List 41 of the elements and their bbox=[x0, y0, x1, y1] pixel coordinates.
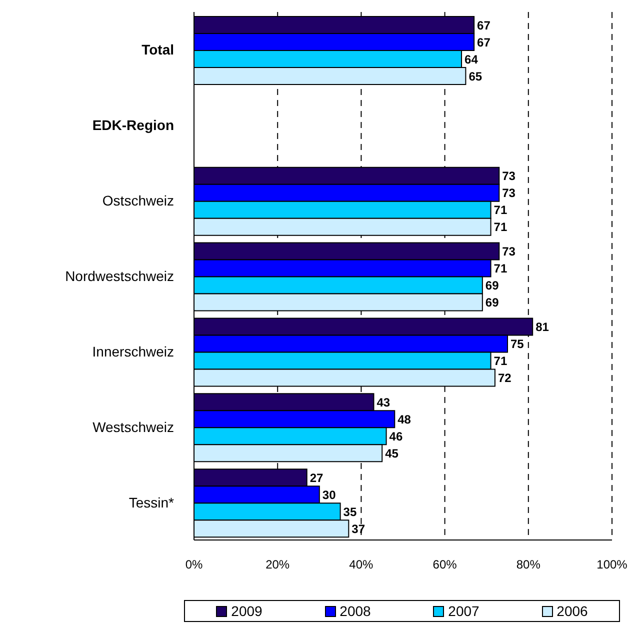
y-tick-label: Ostschweiz bbox=[102, 192, 174, 209]
x-tick-label: 100% bbox=[596, 558, 628, 572]
legend-label: 2009 bbox=[230, 603, 262, 619]
data-label: 71 bbox=[494, 262, 508, 276]
x-tick-label: 80% bbox=[516, 558, 541, 572]
y-tick-label: Westschweiz bbox=[92, 418, 174, 435]
data-label: 67 bbox=[477, 18, 491, 32]
data-label: 67 bbox=[477, 35, 491, 50]
y-tick-label: Innerschweiz bbox=[92, 343, 174, 360]
data-label: 81 bbox=[536, 320, 550, 334]
x-tick-label: 20% bbox=[266, 558, 290, 572]
data-label: 73 bbox=[502, 244, 516, 259]
data-label: 45 bbox=[385, 446, 399, 460]
y-tick-label: EDK-Region bbox=[92, 117, 174, 134]
legend-label: 2007 bbox=[447, 603, 480, 619]
x-tick-label: 40% bbox=[349, 558, 374, 572]
data-label: 27 bbox=[310, 470, 324, 485]
data-label: 73 bbox=[502, 169, 516, 184]
legend-label: 2008 bbox=[338, 603, 371, 619]
data-label: 75 bbox=[510, 337, 524, 351]
data-label: 64 bbox=[464, 52, 478, 66]
data-label: 46 bbox=[389, 429, 403, 444]
data-label: 69 bbox=[485, 278, 500, 293]
data-label: 72 bbox=[498, 371, 512, 385]
data-label: 48 bbox=[398, 412, 412, 426]
data-label: 71 bbox=[494, 354, 508, 368]
data-label: 30 bbox=[322, 488, 336, 502]
data-label: 37 bbox=[352, 522, 366, 536]
data-label: 65 bbox=[468, 69, 482, 84]
y-tick-label: Total bbox=[142, 42, 174, 58]
legend-label: 2006 bbox=[556, 603, 588, 619]
data-label: 71 bbox=[494, 203, 508, 218]
data-label: 35 bbox=[343, 504, 357, 519]
data-label: 43 bbox=[376, 395, 390, 410]
x-tick-label: 60% bbox=[432, 558, 458, 572]
y-tick-label: Nordwestschweiz bbox=[65, 268, 174, 284]
data-label: 73 bbox=[502, 186, 516, 200]
data-label: 69 bbox=[485, 296, 500, 310]
x-tick-label: 0% bbox=[185, 558, 203, 572]
y-tick-label: Tessin* bbox=[128, 494, 175, 510]
data-label: 71 bbox=[494, 220, 508, 234]
